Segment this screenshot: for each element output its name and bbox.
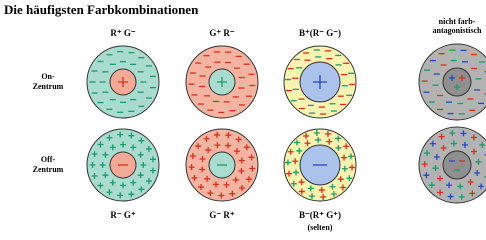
column-header: antagonistisch bbox=[433, 26, 482, 35]
row-label: Off- bbox=[41, 155, 56, 164]
row-label: Zentrum bbox=[33, 165, 64, 174]
column-header: G⁺ R⁻ bbox=[209, 28, 235, 38]
title: Die häufigsten Farbkombinationen bbox=[4, 2, 199, 17]
bottom-label: R⁻ G⁺ bbox=[110, 210, 136, 220]
column-header: R⁺ G⁻ bbox=[110, 28, 136, 38]
bottom-label: B⁻(R⁺ G⁺) bbox=[299, 210, 341, 220]
row-label: On- bbox=[41, 72, 55, 81]
bottom-label: G⁻ R⁺ bbox=[209, 210, 235, 220]
column-header: B⁺(R⁻ G⁻) bbox=[299, 28, 341, 38]
bottom-note: (selten) bbox=[308, 223, 333, 232]
figure: Die häufigsten Farbkombinationen R⁺ G⁻ G… bbox=[0, 0, 486, 240]
receptive-field-center bbox=[443, 68, 471, 96]
column-header: nicht farb- bbox=[439, 17, 476, 26]
row-label: Zentrum bbox=[33, 82, 64, 91]
receptive-field-center bbox=[443, 151, 471, 179]
